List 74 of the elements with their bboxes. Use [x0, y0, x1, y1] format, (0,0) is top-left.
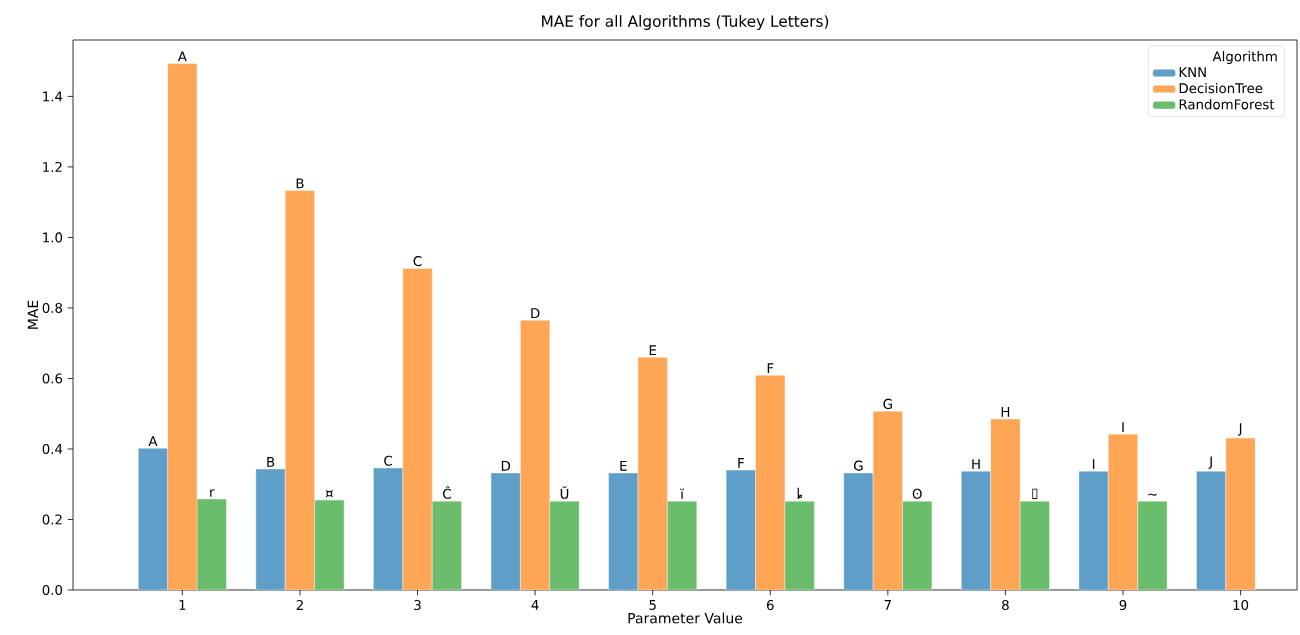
- data-label: E: [649, 345, 657, 356]
- bar: [637, 357, 668, 590]
- data-label: D: [501, 460, 511, 471]
- bar: [961, 470, 991, 590]
- bar: [1225, 437, 1256, 590]
- data-label: C: [413, 256, 422, 267]
- data-label: D: [531, 308, 540, 319]
- data-label: Ŭ: [560, 486, 569, 499]
- bar: [490, 472, 521, 590]
- bar: [520, 320, 550, 590]
- y-tick-label: 1.2: [43, 161, 62, 172]
- y-tick-label: 0.8: [42, 302, 63, 313]
- data-label: G: [854, 460, 863, 471]
- data-label: E: [620, 460, 627, 471]
- y-tick-label: 0.6: [42, 373, 63, 384]
- x-tick-label: 10: [1233, 600, 1249, 611]
- data-label: Ĉ: [443, 486, 451, 499]
- legend-label: DecisionTree: [1179, 82, 1263, 94]
- data-label: B: [296, 178, 304, 189]
- x-tick-label: 9: [1119, 600, 1127, 611]
- data-label: ʘ: [912, 488, 922, 499]
- y-tick-label: 0.0: [42, 584, 63, 596]
- data-label: A: [148, 436, 158, 446]
- data-label: F: [767, 363, 774, 374]
- chart-title: MAE for all Algorithms (Tukey Letters): [542, 15, 829, 30]
- x-tick-label: 7: [884, 600, 891, 610]
- x-tick-label: 4: [531, 600, 539, 610]
- legend-label: KNN: [1179, 67, 1206, 77]
- x-tick-label: 3: [414, 600, 421, 611]
- data-label: H: [1001, 407, 1010, 417]
- bar: [167, 63, 198, 590]
- data-label: J: [1237, 423, 1242, 436]
- bar: [990, 418, 1021, 590]
- data-label: r: [210, 489, 215, 497]
- legend-label: RandomForest: [1179, 99, 1275, 110]
- x-tick-label: 1: [179, 600, 186, 610]
- legend-title: Algorithm: [1212, 51, 1277, 64]
- bar: [373, 467, 404, 590]
- bar: [725, 469, 756, 590]
- data-label: H: [972, 459, 980, 469]
- bar: [755, 375, 786, 590]
- data-label: J: [1208, 456, 1212, 469]
- data-label: ĭ: [680, 488, 685, 499]
- y-tick-label: 1.4: [43, 91, 63, 102]
- data-label: G: [883, 398, 892, 409]
- x-tick-label: 2: [296, 600, 303, 610]
- bar: [402, 268, 433, 590]
- bar: [255, 468, 286, 590]
- data-label: B: [267, 457, 275, 467]
- data-label: F: [738, 458, 744, 468]
- x-tick-label: 6: [766, 600, 774, 611]
- bar: [872, 411, 903, 590]
- y-tick-label: 0.2: [42, 514, 62, 525]
- data-label: I: [1122, 422, 1124, 432]
- y-axis-title: MAE: [27, 300, 38, 329]
- x-tick-label: 5: [649, 600, 656, 610]
- data-label: ~: [1148, 493, 1157, 496]
- x-tick-label: 8: [1002, 600, 1009, 611]
- bar: [285, 190, 315, 590]
- y-tick-label: 1.0: [43, 232, 63, 243]
- bar: [1196, 470, 1227, 590]
- data-label: ȴ: [797, 487, 803, 499]
- bar: [843, 472, 874, 590]
- bar: [138, 448, 168, 590]
- data-label: C: [384, 455, 393, 466]
- data-label: ¤: [325, 489, 333, 498]
- y-tick-label: 0.4: [42, 443, 63, 454]
- data-label: A: [177, 51, 187, 62]
- bar: [1078, 470, 1109, 590]
- data-label: I: [1092, 459, 1095, 469]
- x-axis-title: Parameter Value: [628, 612, 743, 624]
- bar: [608, 472, 639, 590]
- bar: [1108, 433, 1138, 590]
- data-label: ▯: [1032, 488, 1038, 499]
